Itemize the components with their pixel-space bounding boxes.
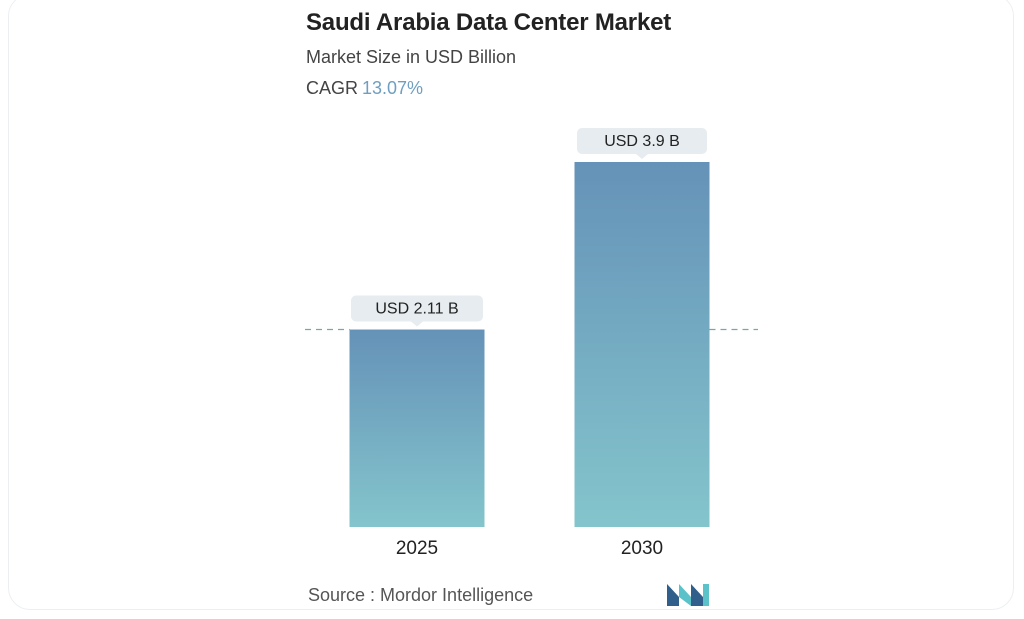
bar-2030	[574, 162, 710, 527]
cagr-label: CAGR	[306, 78, 359, 98]
chart-title: Saudi Arabia Data Center Market	[306, 9, 672, 36]
data-label-box-2025	[351, 295, 483, 322]
data-label-box-2030	[577, 128, 707, 154]
data-label-2025: USD 2.11 B	[375, 301, 458, 318]
x-tick-label-2025: 2025	[396, 538, 438, 559]
data-label-pointer	[411, 321, 423, 327]
data-label-2030: USD 3.9 B	[604, 133, 680, 150]
data-label-pointer	[636, 154, 648, 159]
source-text: Source : Mordor Intelligence	[308, 585, 534, 605]
cagr-line: CAGR 13.07%	[306, 78, 423, 99]
chart-subtitle: Market Size in USD Billion	[306, 47, 517, 67]
bar-2025	[349, 329, 485, 527]
mordor-intelligence-logo-icon	[667, 584, 709, 606]
chart-card	[8, 0, 1014, 610]
x-tick-label-2030: 2030	[621, 538, 663, 559]
cagr-value: 13.07%	[362, 78, 424, 98]
